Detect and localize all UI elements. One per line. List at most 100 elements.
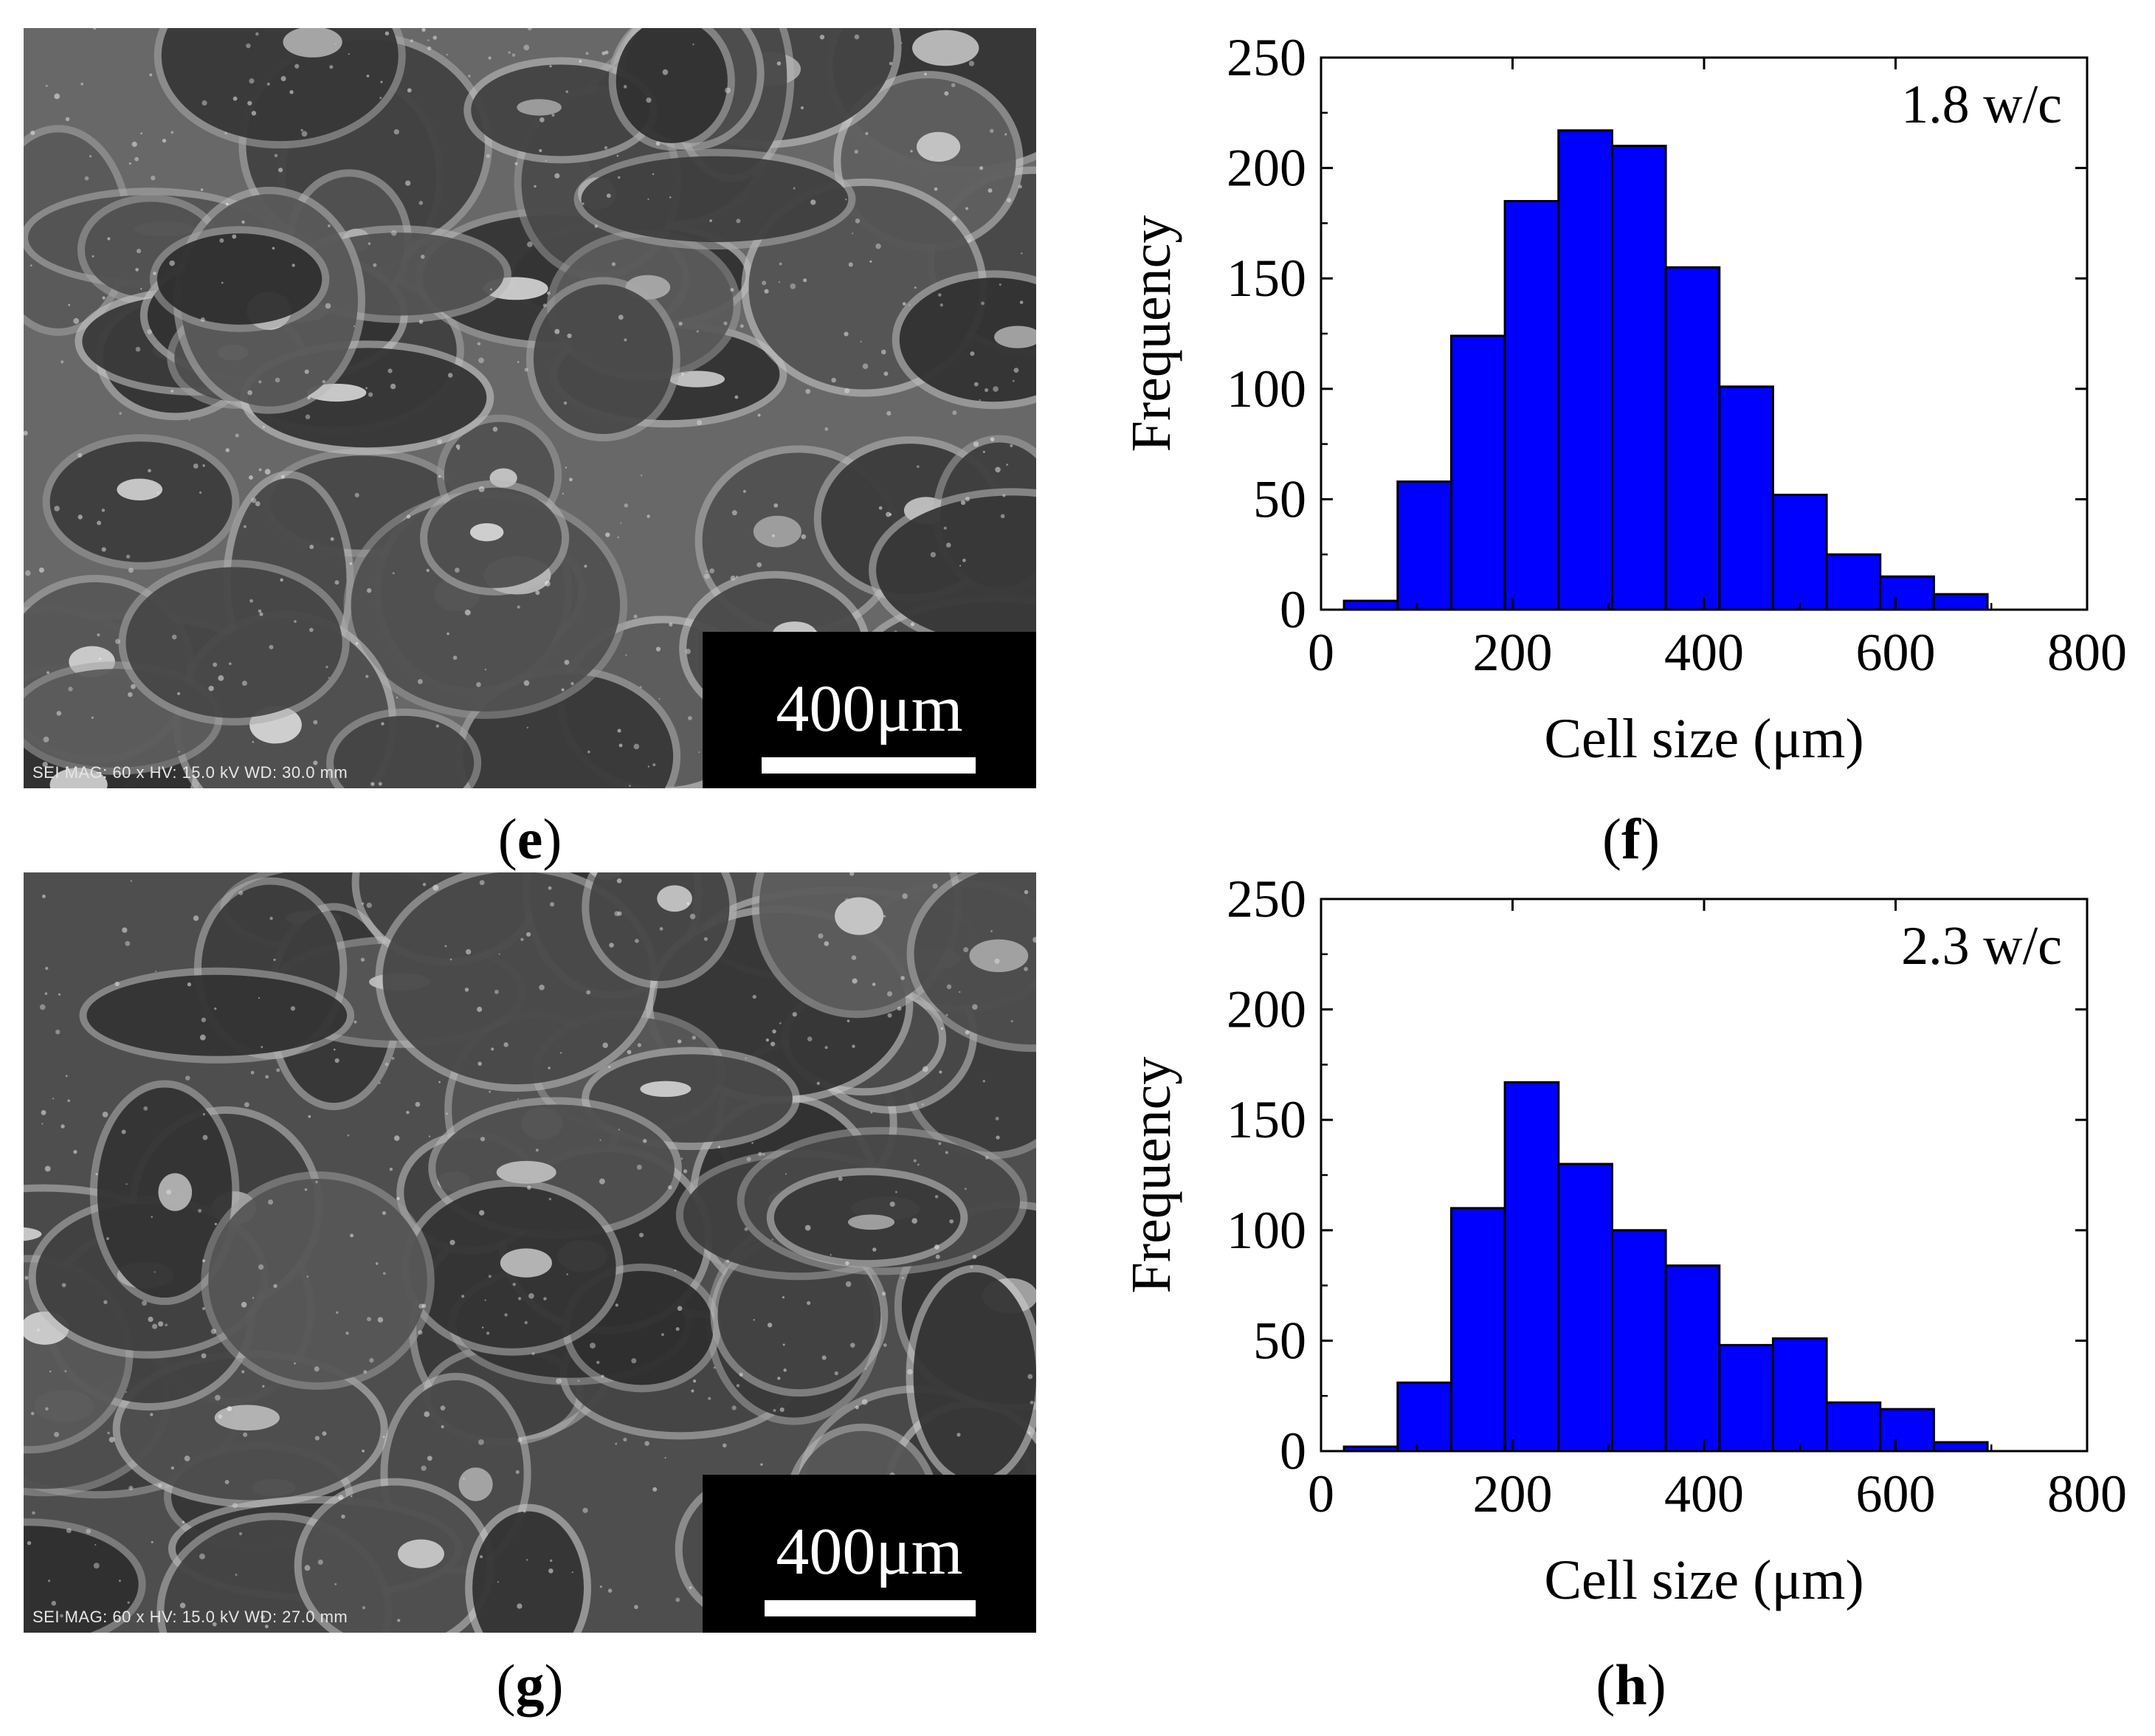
surface-speck <box>52 1098 55 1100</box>
surface-speck <box>960 500 966 506</box>
surface-speck <box>61 1124 65 1129</box>
surface-speck <box>348 53 350 55</box>
surface-speck <box>325 303 331 309</box>
surface-speck <box>449 958 452 961</box>
surface-speck <box>449 1239 455 1245</box>
surface-speck <box>524 1320 528 1325</box>
x-tick-label-0-4: 800 <box>2047 623 2127 682</box>
surface-speck <box>731 1405 737 1410</box>
surface-speck <box>757 413 761 417</box>
surface-speck <box>208 686 214 692</box>
surface-speck <box>601 1374 604 1378</box>
surface-speck <box>390 230 397 236</box>
surface-speck <box>361 902 365 906</box>
surface-speck <box>147 329 153 334</box>
surface-speck <box>68 686 73 692</box>
surface-speck <box>753 1319 755 1321</box>
surface-speck <box>824 1046 828 1050</box>
surface-speck <box>107 237 111 241</box>
surface-speck <box>965 207 969 210</box>
surface-speck <box>801 534 807 540</box>
surface-speck <box>134 156 139 162</box>
x-tick-label-1-4: 800 <box>2047 1464 2127 1523</box>
surface-speck <box>308 1115 311 1118</box>
surface-speck <box>760 1463 763 1466</box>
surface-speck <box>844 388 850 393</box>
surface-speck <box>300 128 303 132</box>
surface-speck <box>542 303 547 308</box>
surface-speck <box>235 433 239 438</box>
pore <box>717 1240 881 1390</box>
surface-speck <box>407 88 412 93</box>
surface-speck <box>1024 966 1028 971</box>
surface-speck <box>382 1272 386 1275</box>
surface-speck <box>252 741 255 743</box>
surface-speck <box>543 1297 547 1301</box>
surface-speck <box>24 1275 29 1280</box>
surface-speck <box>880 349 886 355</box>
pore <box>899 278 1036 402</box>
surface-speck <box>241 681 247 686</box>
surface-speck <box>793 187 796 190</box>
surface-speck <box>535 590 540 596</box>
surface-speck <box>492 427 498 432</box>
surface-speck <box>644 1441 649 1446</box>
surface-speck <box>213 662 218 667</box>
pore <box>301 1485 488 1633</box>
surface-speck <box>535 1148 539 1152</box>
surface-speck <box>255 501 261 506</box>
surface-speck <box>550 902 555 907</box>
surface-speck <box>322 1431 327 1436</box>
surface-speck <box>698 751 700 754</box>
y-tick-label-0-0: 0 <box>1280 580 1306 639</box>
surface-speck <box>246 43 251 49</box>
surface-speck <box>44 992 48 995</box>
surface-speck <box>202 464 205 467</box>
histogram-bar-1-10 <box>1879 1408 1935 1453</box>
surface-speck <box>569 478 573 482</box>
surface-speck <box>910 150 913 153</box>
surface-speck <box>706 571 708 573</box>
surface-speck <box>517 1098 520 1100</box>
surface-speck <box>61 1283 66 1288</box>
surface-speck <box>623 85 627 89</box>
histogram-bar-0-5 <box>1610 145 1667 611</box>
surface-speck <box>771 1239 773 1241</box>
surface-speck <box>334 1058 339 1064</box>
surface-speck <box>692 1036 696 1040</box>
surface-speck <box>803 278 807 283</box>
surface-speck <box>765 1038 770 1042</box>
surface-speck <box>745 1057 747 1059</box>
surface-speck <box>807 1301 811 1305</box>
surface-speck <box>625 654 627 656</box>
surface-speck <box>549 65 552 68</box>
surface-speck <box>125 1183 128 1185</box>
surface-speck <box>158 1483 162 1488</box>
surface-speck <box>238 890 244 895</box>
surface-speck <box>611 262 616 266</box>
surface-speck <box>334 43 337 45</box>
surface-speck <box>307 396 311 400</box>
surface-speck <box>782 1343 785 1346</box>
surface-speck <box>551 113 555 117</box>
surface-speck <box>582 202 585 205</box>
surface-speck <box>678 321 683 326</box>
surface-speck <box>869 260 872 263</box>
surface-speck <box>264 1625 269 1629</box>
surface-speck <box>889 61 893 66</box>
surface-speck <box>758 1151 762 1157</box>
surface-speck <box>878 506 883 510</box>
surface-speck <box>497 1581 500 1583</box>
surface-speck <box>93 28 97 30</box>
surface-speck <box>944 91 949 96</box>
surface-speck <box>616 154 619 157</box>
pore <box>208 1179 427 1382</box>
surface-speck <box>333 1048 336 1051</box>
surface-speck <box>158 1321 164 1327</box>
surface-speck <box>107 1431 110 1435</box>
surface-speck <box>148 1316 154 1323</box>
surface-speck <box>43 736 49 743</box>
x-axis-label-1: Cell size (μm) <box>1544 1549 1863 1611</box>
surface-speck <box>54 506 60 512</box>
surface-speck <box>480 1555 483 1559</box>
